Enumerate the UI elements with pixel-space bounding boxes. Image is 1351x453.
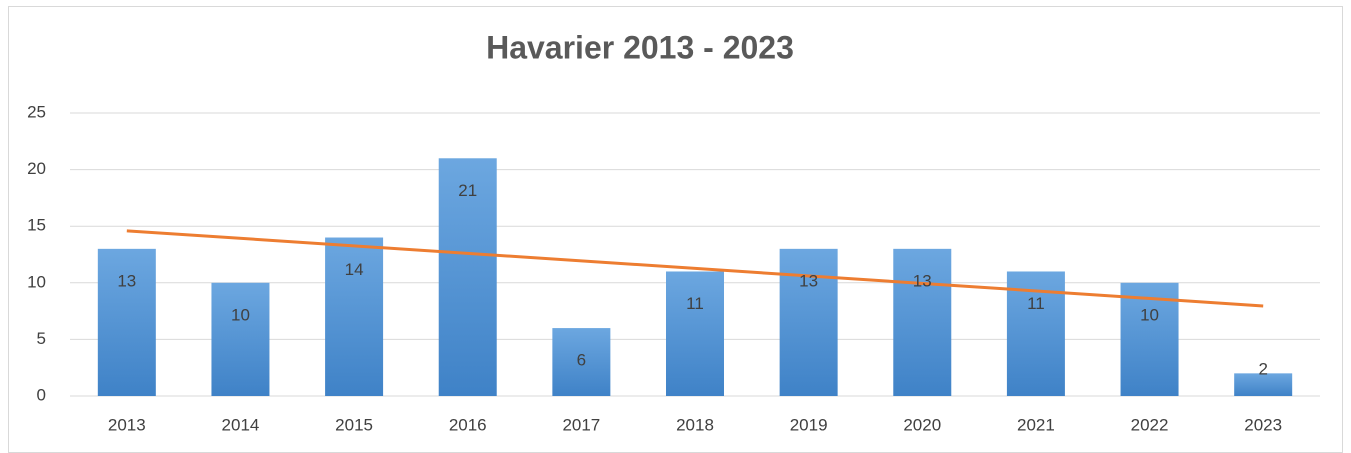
- data-label: 13: [117, 271, 136, 290]
- x-tick-label: 2022: [1131, 415, 1169, 434]
- y-tick-label: 25: [27, 102, 46, 121]
- y-tick-label: 20: [27, 159, 46, 178]
- y-tick-label: 15: [27, 216, 46, 235]
- bar: [97, 248, 156, 396]
- x-tick-label: 2017: [562, 415, 600, 434]
- x-tick-label: 2020: [903, 415, 941, 434]
- data-label: 10: [231, 305, 250, 324]
- data-label: 21: [458, 181, 477, 200]
- bar: [325, 237, 384, 396]
- bar: [552, 328, 611, 396]
- x-tick-label: 2023: [1244, 415, 1282, 434]
- data-label: 13: [799, 271, 818, 290]
- data-label: 2: [1258, 359, 1267, 378]
- data-label: 10: [1140, 305, 1159, 324]
- x-tick-label: 2015: [335, 415, 373, 434]
- bar: [438, 158, 497, 396]
- bar: [893, 248, 952, 396]
- bar: [666, 271, 724, 396]
- bar: [1234, 373, 1293, 396]
- x-tick-label: 2021: [1017, 415, 1055, 434]
- x-tick-label: 2018: [676, 415, 714, 434]
- x-tick-label: 2014: [222, 415, 260, 434]
- data-label: 14: [345, 260, 364, 279]
- data-label: 13: [913, 271, 932, 290]
- y-tick-label: 0: [37, 385, 46, 404]
- y-tick-label: 5: [37, 329, 46, 348]
- chart-title: Havarier 2013 - 2023: [486, 29, 794, 65]
- x-tick-label: 2019: [790, 415, 828, 434]
- data-label: 11: [1027, 294, 1045, 313]
- bar: [211, 282, 270, 396]
- x-tick-label: 2016: [449, 415, 487, 434]
- y-tick-label: 10: [27, 272, 46, 291]
- data-label: 6: [577, 351, 586, 370]
- trendline: [126, 229, 1264, 308]
- x-tick-label: 2013: [108, 415, 146, 434]
- data-label: 11: [686, 294, 704, 313]
- bar: [1120, 282, 1179, 396]
